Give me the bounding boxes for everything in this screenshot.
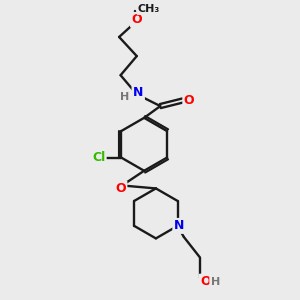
- Text: O: O: [184, 94, 194, 107]
- Text: N: N: [133, 86, 143, 99]
- Text: O: O: [200, 275, 211, 288]
- Text: CH₃: CH₃: [138, 4, 160, 14]
- Text: H: H: [211, 277, 220, 286]
- Text: Cl: Cl: [92, 151, 105, 164]
- Text: N: N: [174, 219, 184, 232]
- Text: H: H: [120, 92, 129, 102]
- Text: O: O: [131, 14, 142, 26]
- Text: O: O: [115, 182, 126, 195]
